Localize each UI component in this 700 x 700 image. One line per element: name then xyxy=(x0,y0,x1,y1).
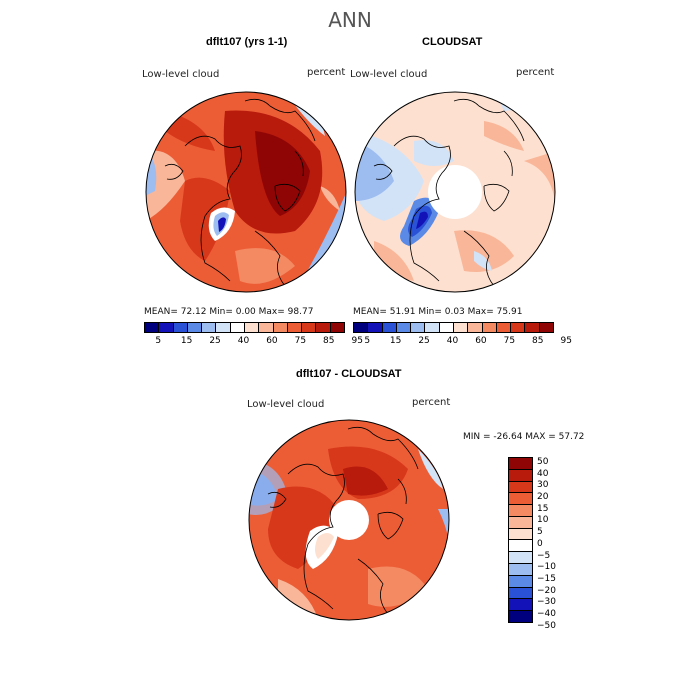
colorbar-swatch xyxy=(273,323,288,332)
colorbar-swatch xyxy=(509,575,532,588)
colorbar-swatch xyxy=(159,323,174,332)
colorbar-tick-label: 85 xyxy=(323,336,335,346)
colorbar-tick-label: 75 xyxy=(503,336,516,346)
colorbar-swatch xyxy=(468,323,483,332)
colorbar-swatch xyxy=(509,540,532,553)
colorbar-swatch xyxy=(439,323,454,332)
panel2-title: CLOUDSAT xyxy=(422,36,483,48)
panel1-colorbar xyxy=(144,322,345,333)
colorbar-swatch xyxy=(509,599,532,612)
colorbar-tick-label: 5 xyxy=(155,336,162,346)
colorbar-swatch xyxy=(382,323,397,332)
colorbar-tick-label: 60 xyxy=(266,336,278,346)
panel2-stats: MEAN= 51.91 Min= 0.03 Max= 75.91 xyxy=(353,307,523,317)
colorbar-swatch xyxy=(496,323,512,332)
colorbar-swatch xyxy=(230,323,245,332)
colorbar-swatch xyxy=(425,323,440,332)
panel3-polar-map xyxy=(248,419,450,621)
colorbar-swatch xyxy=(216,323,231,332)
colorbar-swatch xyxy=(330,323,344,332)
colorbar-swatch xyxy=(509,458,532,470)
colorbar-swatch xyxy=(302,323,317,332)
colorbar-swatch xyxy=(173,323,188,332)
panel3-colorbar xyxy=(508,457,533,623)
panel2-units-label: percent xyxy=(516,67,555,78)
colorbar-tick-label: 60 xyxy=(475,336,487,346)
colorbar-tick-label: 15 xyxy=(389,336,402,346)
colorbar-tick-label: 20 xyxy=(537,492,549,502)
colorbar-swatch xyxy=(396,323,412,332)
colorbar-tick-label: 75 xyxy=(294,336,307,346)
panel1-variable-label: Low-level cloud xyxy=(142,69,220,80)
panel1-stats: MEAN= 72.12 Min= 0.00 Max= 98.77 xyxy=(144,307,314,317)
colorbar-tick-label: −40 xyxy=(537,609,556,620)
panel1-units-label: percent xyxy=(307,67,346,78)
colorbar-tick-label: 30 xyxy=(537,480,549,491)
colorbar-swatch xyxy=(287,323,303,332)
colorbar-tick-label: 40 xyxy=(446,336,459,346)
colorbar-tick-label: 40 xyxy=(237,336,250,346)
panel2-variable-label: Low-level cloud xyxy=(350,69,428,80)
panel1-polar-map xyxy=(145,91,347,293)
panel3-stats: MIN = -26.64 MAX = 57.72 xyxy=(463,432,585,442)
colorbar-swatch xyxy=(259,323,274,332)
colorbar-swatch xyxy=(509,481,532,494)
colorbar-tick-label: −5 xyxy=(537,550,551,561)
colorbar-tick-label: 25 xyxy=(418,336,430,346)
colorbar-swatch xyxy=(482,323,497,332)
colorbar-tick-label: −50 xyxy=(537,620,556,631)
colorbar-swatch xyxy=(316,323,331,332)
colorbar-tick-label: 5 xyxy=(364,336,371,346)
colorbar-swatch xyxy=(411,323,426,332)
colorbar-tick-label: 85 xyxy=(532,336,544,346)
colorbar-tick-label: 15 xyxy=(537,503,549,514)
colorbar-swatch xyxy=(509,505,532,517)
colorbar-tick-label: 10 xyxy=(537,515,549,526)
colorbar-tick-label: −15 xyxy=(537,574,556,584)
colorbar-swatch xyxy=(509,493,532,506)
colorbar-swatch xyxy=(509,469,532,482)
colorbar-swatch xyxy=(453,323,469,332)
colorbar-tick-label: 40 xyxy=(537,468,549,479)
panel3-variable-label: Low-level cloud xyxy=(247,399,325,410)
panel3-units-label: percent xyxy=(412,397,451,408)
colorbar-swatch xyxy=(525,323,540,332)
colorbar-swatch xyxy=(509,516,532,529)
colorbar-tick-label: 50 xyxy=(537,456,549,467)
colorbar-swatch xyxy=(202,323,217,332)
panel2-colorbar xyxy=(353,322,554,333)
colorbar-swatch xyxy=(511,323,526,332)
colorbar-swatch xyxy=(187,323,203,332)
colorbar-tick-label: 25 xyxy=(209,336,221,346)
colorbar-swatch xyxy=(509,552,532,565)
colorbar-swatch xyxy=(368,323,383,332)
colorbar-tick-label: 15 xyxy=(180,336,193,346)
panel1-title: dflt107 (yrs 1-1) xyxy=(206,36,288,48)
colorbar-swatch xyxy=(145,323,160,332)
colorbar-swatch xyxy=(539,323,553,332)
colorbar-tick-label: 0 xyxy=(537,538,543,549)
figure-title: ANN xyxy=(328,8,372,32)
colorbar-swatch xyxy=(509,611,532,622)
colorbar-tick-label: −20 xyxy=(537,585,556,596)
colorbar-tick-label: 5 xyxy=(537,527,543,538)
colorbar-tick-label: 95 xyxy=(351,336,363,346)
colorbar-swatch xyxy=(244,323,260,332)
colorbar-swatch xyxy=(509,528,532,541)
colorbar-tick-label: 95 xyxy=(560,336,572,346)
panel2-polar-map xyxy=(354,91,556,293)
colorbar-swatch xyxy=(354,323,369,332)
colorbar-tick-label: −30 xyxy=(537,597,556,608)
colorbar-swatch xyxy=(509,587,532,600)
colorbar-swatch xyxy=(509,564,532,576)
colorbar-tick-label: −10 xyxy=(537,562,556,573)
panel3-title: dflt107 - CLOUDSAT xyxy=(296,368,402,380)
